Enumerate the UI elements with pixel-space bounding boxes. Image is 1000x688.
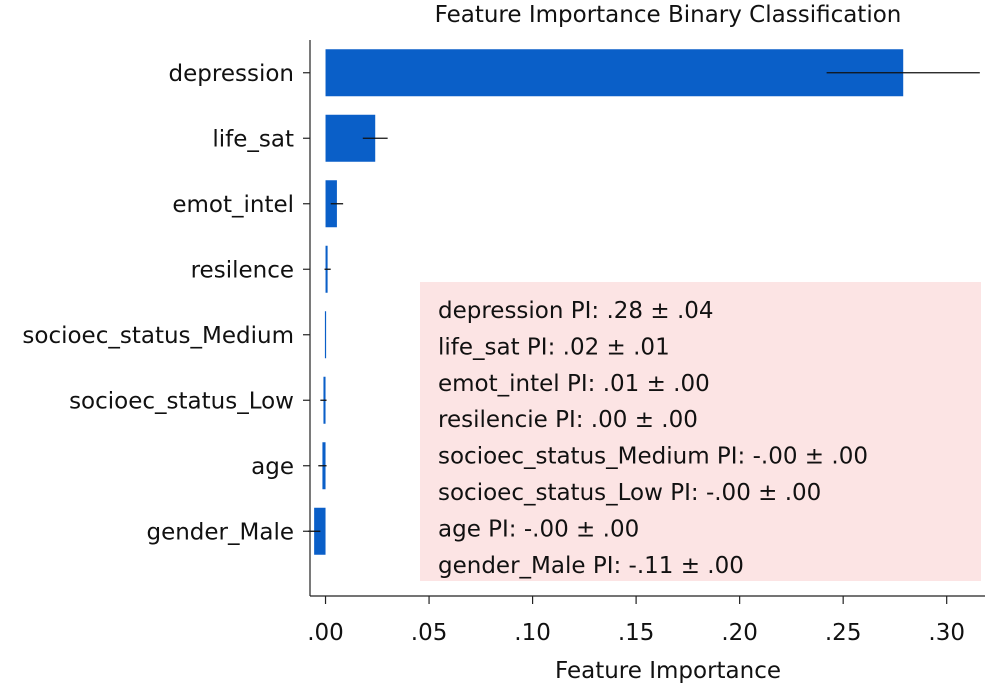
x-tick-label: .20 [721, 620, 758, 646]
annotation-line: gender_Male PI: -.11 ± .00 [438, 553, 744, 579]
y-tick-label: socioec_status_Medium [22, 323, 294, 349]
annotation-line: age PI: -.00 ± .00 [438, 516, 639, 542]
annotation-line: resilencie PI: .00 ± .00 [438, 407, 698, 433]
annotation-line: depression PI: .28 ± .04 [438, 298, 714, 324]
y-tick-label: socioec_status_Low [69, 388, 294, 414]
x-tick-label: .00 [307, 620, 344, 646]
annotation-line: socioec_status_Low PI: -.00 ± .00 [438, 480, 821, 506]
error-bars-group [307, 72, 980, 532]
x-tick-label: .15 [618, 620, 655, 646]
y-tick-label: life_sat [212, 126, 294, 152]
x-tick-label: .30 [928, 620, 965, 646]
y-tick-label: gender_Male [146, 519, 294, 545]
bar-socioec_status_Medium [324, 311, 327, 359]
annotation-line: life_sat PI: .02 ± .01 [438, 334, 670, 360]
y-tick-label: emot_intel [172, 192, 294, 218]
bars-group [314, 49, 904, 555]
x-tick-label: .25 [825, 620, 862, 646]
annotation-line: socioec_status_Medium PI: -.00 ± .00 [438, 444, 868, 470]
annotation-line: emot_intel PI: .01 ± .00 [438, 371, 710, 397]
x-tick-label: .10 [514, 620, 551, 646]
chart-title: Feature Importance Binary Classification [435, 2, 902, 28]
y-tick-label: resilence [191, 257, 294, 283]
annotation-text-group: depression PI: .28 ± .04 life_sat PI: .02… [438, 298, 868, 579]
y-tick-labels-group: depression life_sat emot_intel resilence soc… [22, 61, 310, 545]
x-axis-label: Feature Importance [555, 658, 781, 684]
bar-depression [325, 49, 904, 97]
y-tick-label: age [251, 454, 294, 480]
x-ticks-group: .00 .05 .10 .15 .20 .25 .30 [307, 596, 965, 646]
x-tick-label: .05 [411, 620, 448, 646]
y-tick-label: depression [169, 61, 294, 87]
annotation-box [420, 282, 981, 581]
